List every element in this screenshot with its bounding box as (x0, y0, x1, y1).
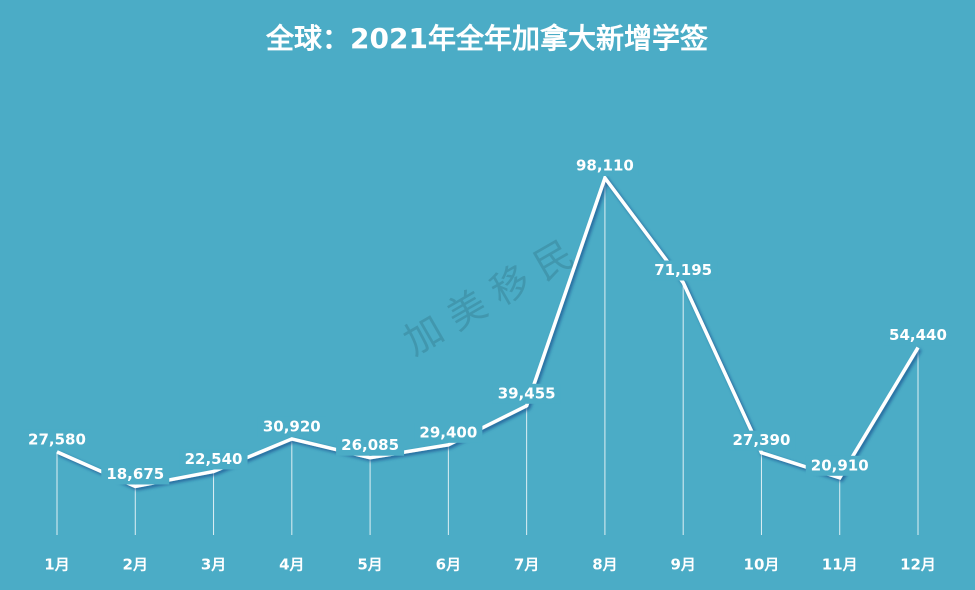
label-background (727, 430, 796, 451)
label-background (257, 416, 326, 437)
label-background (884, 325, 952, 346)
drop-lines (56, 178, 919, 535)
label-background (492, 383, 561, 404)
data-label: 29,400 (419, 423, 477, 441)
data-label: 27,580 (28, 430, 86, 448)
x-tick-label: 2月 (123, 556, 148, 574)
data-label: 20,910 (811, 456, 869, 474)
line (56, 174, 920, 489)
data-label: 54,440 (889, 326, 947, 344)
data-label: 39,455 (498, 384, 556, 402)
x-tick-label: 1月 (44, 556, 69, 574)
data-label: 27,390 (733, 431, 791, 449)
x-tick-label: 12月 (900, 556, 936, 574)
x-tick-label: 7月 (514, 556, 539, 574)
label-background (336, 435, 405, 456)
label-background (179, 449, 248, 470)
data-label: 26,085 (341, 436, 399, 454)
x-tick-label: 3月 (201, 556, 226, 574)
x-tick-label: 11月 (822, 556, 858, 574)
data-label: 71,195 (654, 261, 712, 279)
label-background (805, 455, 874, 476)
label-background (649, 260, 718, 281)
label-background (101, 464, 170, 485)
x-tick-label: 5月 (357, 556, 382, 574)
x-tick-label: 10月 (744, 556, 780, 574)
data-label: 22,540 (185, 450, 243, 468)
label-background (414, 422, 483, 443)
x-tick-label: 8月 (592, 556, 617, 574)
label-background (23, 429, 91, 450)
x-tick-label: 6月 (436, 556, 461, 574)
chart-title: 全球：2021年全年加拿大新增学签 (265, 22, 708, 55)
data-label: 30,920 (263, 417, 321, 435)
x-tick-label: 9月 (670, 556, 695, 574)
label-background (570, 156, 639, 176)
data-label: 18,675 (106, 465, 164, 483)
x-tick-label: 4月 (279, 556, 304, 574)
data-label: 98,110 (576, 157, 634, 175)
